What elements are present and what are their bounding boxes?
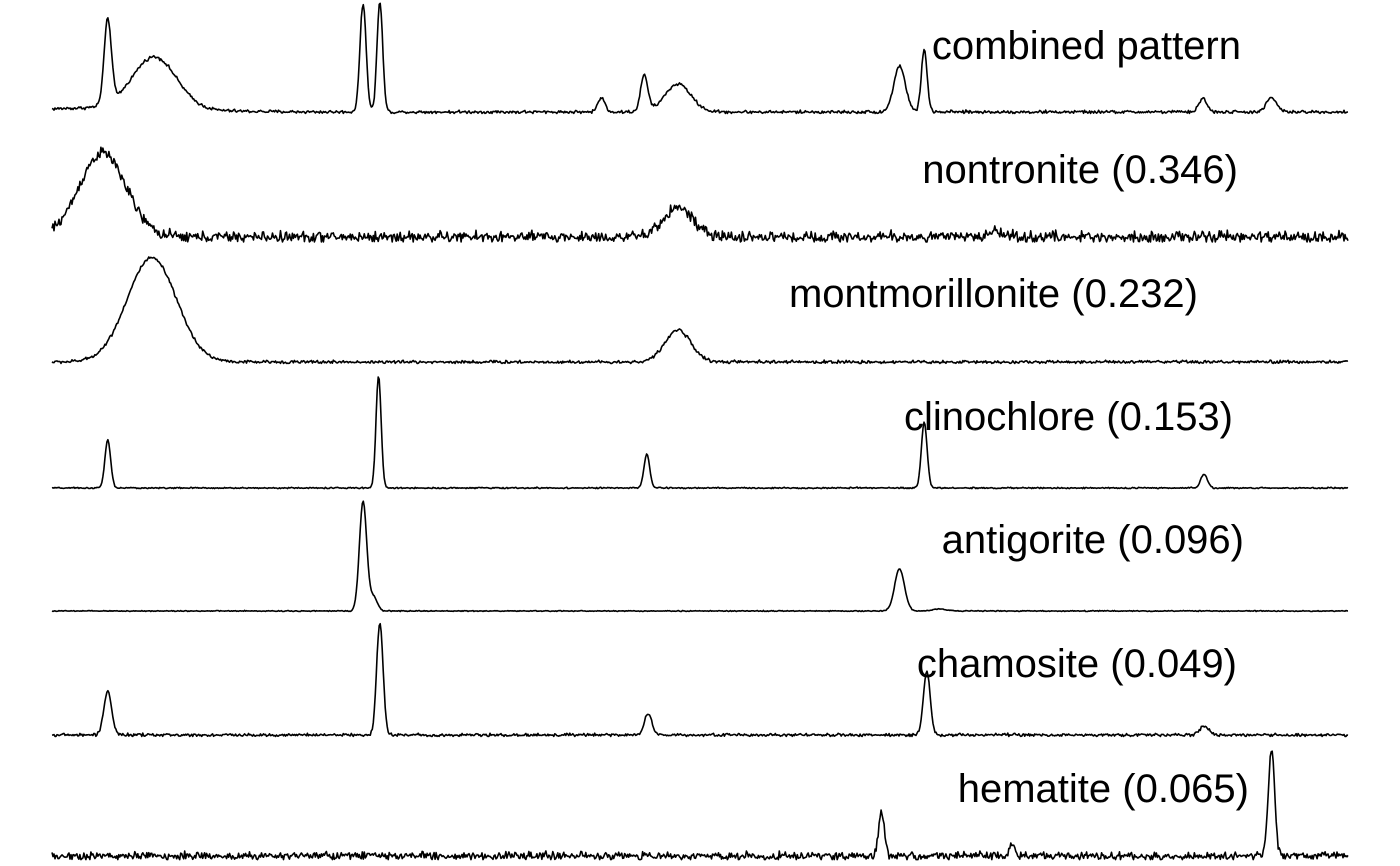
series-label-1: combined pattern: [932, 24, 1241, 68]
trace-4: [51, 376, 1349, 490]
series-label-3: montmorillonite (0.232): [789, 272, 1198, 316]
pattern-traces: [51, 2, 1349, 861]
series-label-2: nontronite (0.346): [922, 148, 1238, 192]
trace-3: [51, 256, 1349, 365]
trace-6: [51, 622, 1349, 738]
series-label-6: chamosite (0.049): [917, 642, 1237, 686]
trace-5: [51, 500, 1349, 613]
trace-1: [51, 2, 1349, 115]
series-label-4: clinochlore (0.153): [904, 395, 1233, 439]
series-label-7: hematite (0.065): [958, 767, 1249, 811]
series-label-5: antigorite (0.096): [942, 518, 1244, 562]
trace-2: [51, 146, 1349, 243]
trace-7: [51, 750, 1349, 861]
pattern-labels: combined pattern nontronite (0.346) montmo…: [789, 24, 1249, 811]
